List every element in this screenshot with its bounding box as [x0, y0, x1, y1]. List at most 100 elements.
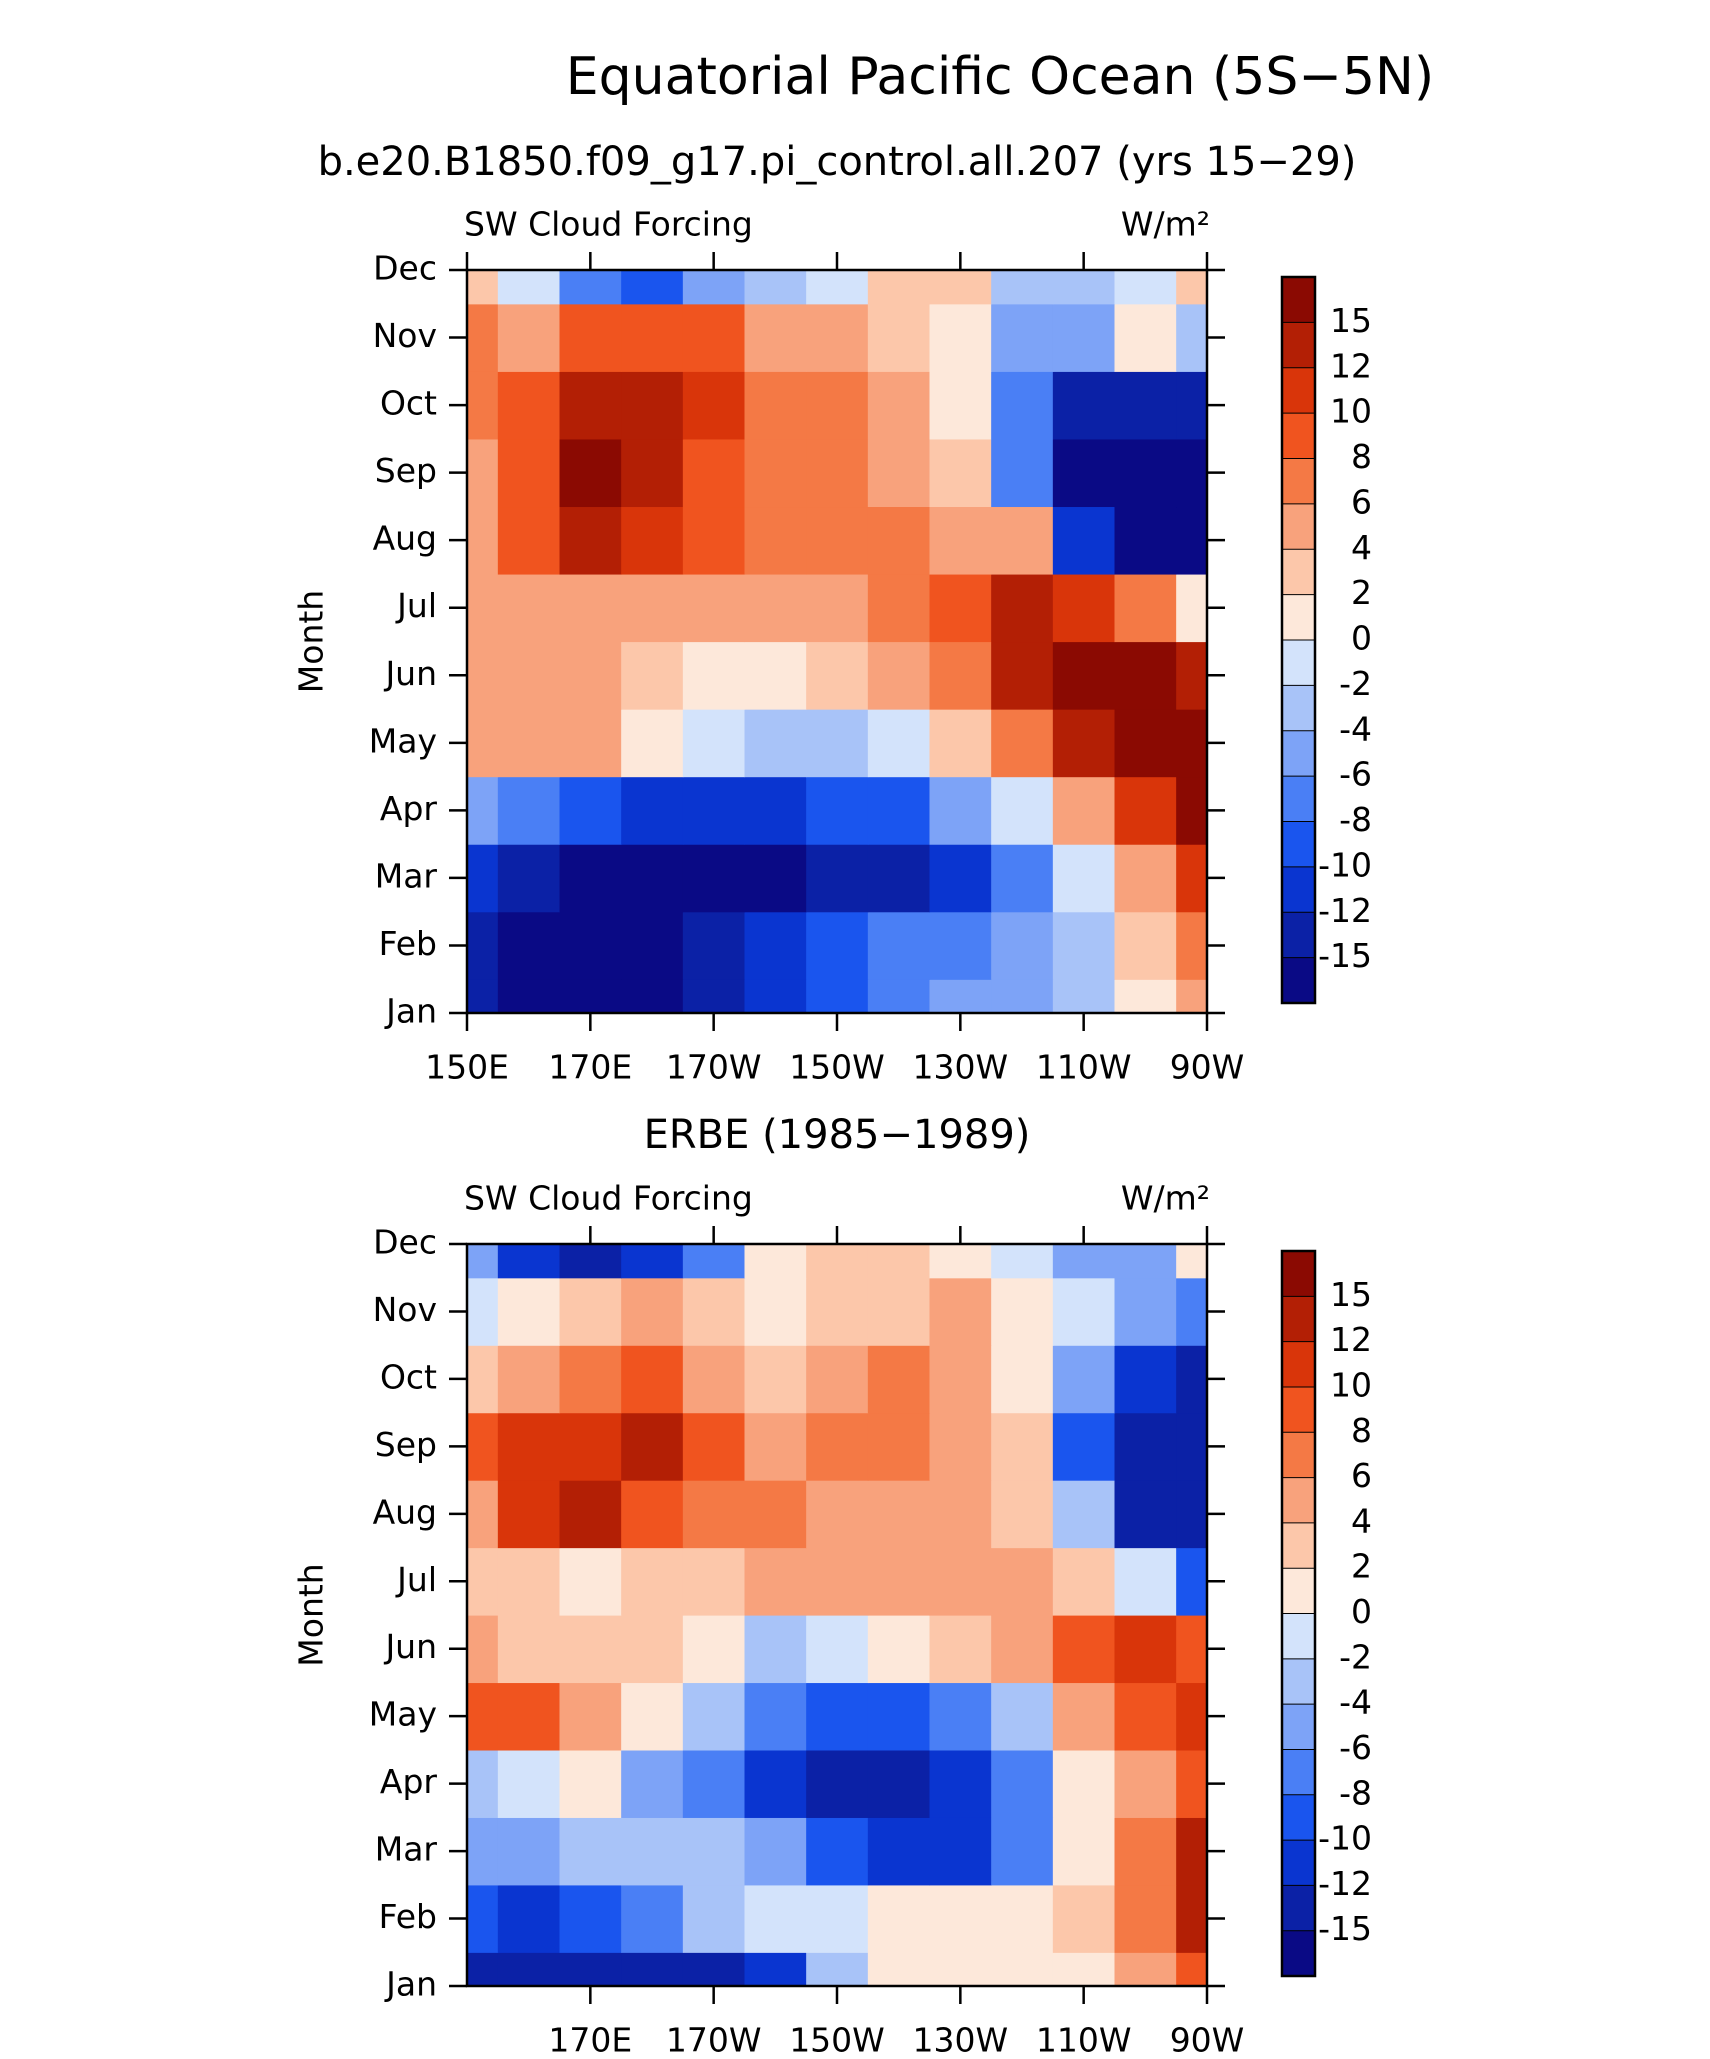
contour-cell — [682, 573, 746, 643]
contour-cell — [744, 1412, 807, 1481]
contour-cell — [806, 1615, 869, 1684]
contour-cell — [1052, 1884, 1116, 1953]
contour-cell — [806, 1277, 869, 1346]
contour-cell — [929, 1952, 992, 1986]
x-tick-label: 110W — [1036, 2021, 1132, 2059]
contour-cell — [867, 1345, 931, 1414]
contour-cell — [559, 506, 622, 575]
contour-cell — [621, 1277, 684, 1346]
contour-cell — [559, 776, 622, 845]
contour-cell — [682, 979, 746, 1013]
x-tick-label: 150W — [789, 2021, 885, 2059]
contour-cell — [621, 270, 684, 305]
contour-cell — [991, 641, 1054, 710]
contour-cell — [806, 1817, 869, 1886]
contour-cell — [497, 911, 561, 980]
colorbar-box — [1282, 1386, 1315, 1433]
colorbar-label: -6 — [1339, 1728, 1372, 1767]
contour-cell — [929, 776, 992, 845]
colorbar-label: 10 — [1330, 392, 1372, 431]
contour-cell — [806, 979, 869, 1013]
contour-cell — [1176, 270, 1207, 305]
contour-cell — [1114, 1547, 1177, 1616]
contour-cell — [1176, 979, 1207, 1013]
colorbar-label: -8 — [1339, 1773, 1372, 1812]
contour-cell — [867, 438, 931, 508]
contour-cell — [991, 1615, 1054, 1684]
contour-cell — [621, 911, 684, 980]
contour-cell — [467, 303, 499, 372]
contour-cell — [806, 506, 869, 575]
contour-cell — [1114, 979, 1177, 1013]
colorbar-label: -4 — [1339, 709, 1372, 748]
contour-cell — [621, 641, 684, 710]
contour-cell — [467, 1952, 499, 1986]
colorbar-box — [1282, 277, 1315, 323]
contour-cell — [1052, 776, 1116, 845]
x-tick-label: 90W — [1170, 2021, 1245, 2059]
colorbar-label: 4 — [1351, 1501, 1372, 1540]
contour-cell — [929, 979, 992, 1013]
colorbar-label: 2 — [1351, 573, 1372, 612]
contour-cell — [1176, 1480, 1207, 1549]
contour-cell — [467, 1244, 499, 1279]
contour-cell — [1052, 709, 1116, 778]
colorbar-box — [1282, 1658, 1315, 1705]
contour-cell — [867, 911, 931, 980]
panel-title: b.e20.B1850.f09_g17.pi_control.all.207 (… — [318, 139, 1357, 185]
contour-cell — [991, 979, 1054, 1013]
contour-cell — [467, 641, 499, 710]
y-tick-label: Feb — [379, 1897, 437, 1936]
colorbar-box — [1282, 1522, 1315, 1569]
contour-cell — [467, 1682, 499, 1751]
contour-cell — [1114, 709, 1177, 778]
contour-cell — [806, 1412, 869, 1481]
contour-cell — [1052, 979, 1116, 1013]
colorbar-box — [1282, 866, 1315, 913]
contour-cell — [467, 1412, 499, 1481]
contour-cell — [1052, 1412, 1116, 1481]
contour-cell — [1052, 1345, 1116, 1414]
contour-cell — [867, 1749, 931, 1818]
colorbar-label: 15 — [1330, 1275, 1372, 1314]
field-label: SW Cloud Forcing — [464, 205, 753, 244]
colorbar-box — [1282, 503, 1315, 550]
contour-cell — [929, 1277, 992, 1346]
contour-cell — [1052, 1952, 1116, 1986]
contour-cell — [1052, 1277, 1116, 1346]
y-tick-label: Jul — [395, 586, 437, 625]
colorbar-box — [1282, 1432, 1315, 1478]
contour-cell — [806, 1884, 869, 1953]
contour-cell — [682, 1749, 746, 1818]
contour-cell — [744, 438, 807, 508]
contour-cell — [867, 776, 931, 845]
colorbar-label: 8 — [1351, 1411, 1372, 1450]
figure-title: Equatorial Pacific Ocean (5S−5N) — [566, 47, 1434, 107]
contour-cell — [682, 911, 746, 980]
contour-cell — [467, 1345, 499, 1414]
x-tick-label: 170W — [666, 1048, 762, 1087]
contour-cell — [1176, 1547, 1207, 1616]
contour-cell — [621, 1682, 684, 1751]
contour-cell — [1114, 438, 1177, 508]
contour-cell — [497, 1345, 561, 1414]
contour-cell — [682, 641, 746, 710]
x-tick-label: 170E — [548, 1048, 632, 1087]
contour-cell — [991, 438, 1054, 508]
contour-cell — [929, 270, 992, 305]
contour-cell — [559, 1884, 622, 1953]
contour-cell — [682, 1615, 746, 1684]
contour-cell — [559, 1615, 622, 1684]
x-tick-label: 130W — [913, 2021, 1009, 2059]
contour-cell — [991, 371, 1054, 440]
contour-cell — [467, 979, 499, 1013]
colorbar-box — [1282, 1251, 1315, 1297]
y-tick-label: Dec — [373, 1223, 437, 1262]
colorbar-box — [1282, 821, 1315, 867]
y-tick-label: May — [369, 721, 437, 760]
contour-cell — [682, 709, 746, 778]
y-tick-label: Jan — [384, 1965, 437, 2004]
contour-cell — [929, 709, 992, 778]
contour-cell — [1114, 506, 1177, 575]
contour-cell — [806, 438, 869, 508]
